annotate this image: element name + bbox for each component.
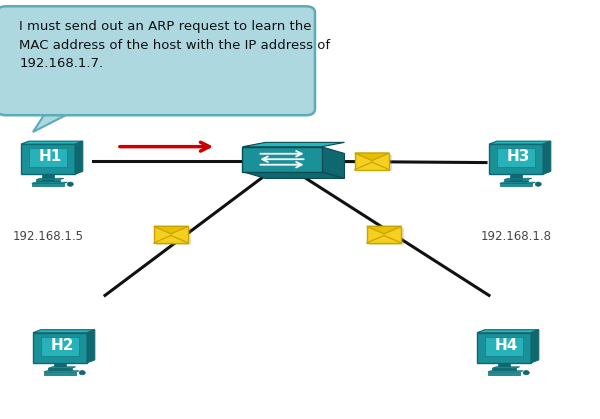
Text: H2: H2 (50, 338, 74, 353)
Text: H4: H4 (494, 338, 518, 353)
Polygon shape (21, 141, 83, 144)
Text: H1: H1 (38, 149, 62, 164)
FancyBboxPatch shape (504, 180, 528, 183)
Polygon shape (531, 330, 539, 363)
Polygon shape (511, 174, 521, 180)
FancyBboxPatch shape (242, 147, 322, 172)
Polygon shape (489, 141, 551, 144)
FancyBboxPatch shape (477, 333, 531, 363)
Polygon shape (154, 226, 188, 234)
FancyBboxPatch shape (48, 368, 72, 371)
FancyBboxPatch shape (29, 148, 67, 167)
Circle shape (523, 371, 529, 375)
Polygon shape (33, 330, 95, 333)
FancyBboxPatch shape (33, 333, 87, 363)
FancyBboxPatch shape (154, 226, 188, 243)
Circle shape (535, 182, 541, 186)
Text: I must send out an ARP request to learn the
MAC address of the host with the IP : I must send out an ARP request to learn … (19, 20, 331, 70)
FancyBboxPatch shape (36, 180, 60, 183)
FancyBboxPatch shape (44, 372, 76, 375)
FancyBboxPatch shape (489, 144, 543, 174)
Polygon shape (32, 182, 67, 184)
FancyBboxPatch shape (41, 337, 79, 356)
FancyBboxPatch shape (497, 148, 535, 167)
FancyBboxPatch shape (0, 6, 315, 115)
Polygon shape (55, 363, 65, 368)
FancyBboxPatch shape (492, 368, 516, 371)
Text: 192.168.1.5: 192.168.1.5 (13, 230, 83, 243)
Circle shape (79, 371, 85, 375)
Polygon shape (543, 141, 551, 174)
Polygon shape (48, 367, 76, 368)
Polygon shape (500, 182, 535, 184)
FancyBboxPatch shape (488, 372, 520, 375)
Polygon shape (87, 330, 95, 363)
Polygon shape (75, 141, 83, 174)
Polygon shape (33, 109, 78, 132)
Text: H3: H3 (506, 149, 530, 164)
FancyBboxPatch shape (21, 144, 75, 174)
Polygon shape (43, 174, 53, 180)
Polygon shape (367, 226, 401, 234)
Polygon shape (36, 178, 64, 180)
Polygon shape (488, 371, 523, 372)
FancyBboxPatch shape (358, 155, 392, 171)
FancyBboxPatch shape (500, 184, 532, 186)
Polygon shape (504, 178, 532, 180)
Polygon shape (242, 172, 344, 178)
FancyBboxPatch shape (367, 226, 401, 243)
FancyBboxPatch shape (32, 184, 64, 186)
Circle shape (67, 182, 73, 186)
Text: 192.168.1.8: 192.168.1.8 (481, 230, 551, 243)
Polygon shape (322, 147, 344, 178)
FancyBboxPatch shape (485, 337, 523, 356)
FancyBboxPatch shape (370, 228, 404, 245)
Polygon shape (499, 363, 509, 368)
Polygon shape (242, 142, 344, 147)
Polygon shape (44, 371, 79, 372)
FancyBboxPatch shape (157, 228, 191, 245)
Polygon shape (477, 330, 539, 333)
Polygon shape (355, 153, 389, 160)
Polygon shape (492, 367, 520, 368)
FancyBboxPatch shape (355, 153, 389, 170)
